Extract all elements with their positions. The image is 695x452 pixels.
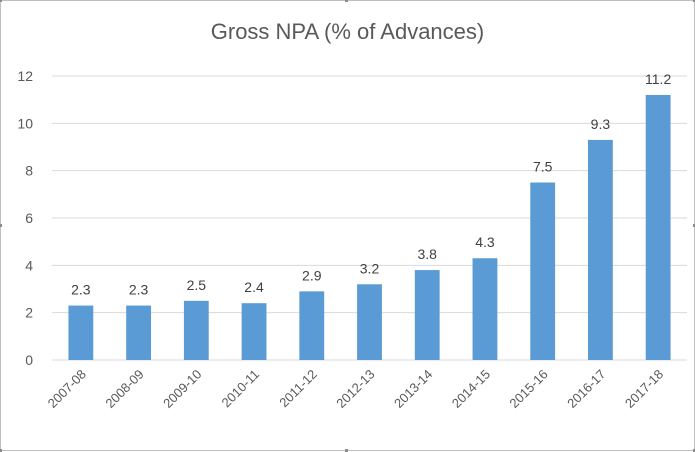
bar[interactable] [241, 303, 267, 360]
y-tick-label: 0 [25, 352, 33, 368]
x-tick-label: 2011-12 [276, 367, 320, 411]
x-tick-label: 2017-18 [622, 367, 666, 411]
x-axis-labels: 2007-08 2008-09 2009-10 2010-11 2011-12 2012-… [45, 367, 667, 411]
y-tick-label: 12 [17, 68, 33, 84]
x-tick-label: 2009-10 [160, 367, 204, 411]
bar[interactable] [587, 139, 613, 360]
bar[interactable] [183, 300, 209, 360]
bar[interactable] [645, 94, 671, 360]
y-tick-label: 10 [17, 115, 33, 131]
resize-handle-top-right[interactable] [693, 0, 695, 2]
data-label: 2.3 [129, 282, 149, 298]
x-tick-label: 2010-11 [219, 367, 263, 411]
x-tick-label: 2016-17 [564, 367, 608, 411]
x-tick-label: 2008-09 [102, 367, 146, 411]
data-label: 2.3 [71, 282, 91, 298]
resize-handle-top[interactable] [345, 0, 348, 2]
data-label: 4.3 [475, 234, 495, 250]
data-label: 3.8 [417, 246, 437, 262]
resize-handle-left[interactable] [0, 224, 2, 227]
chart-title: Gross NPA (% of Advances) [210, 19, 485, 44]
bar[interactable] [414, 270, 440, 360]
x-tick-label: 2014-15 [449, 367, 493, 411]
bar[interactable] [68, 305, 94, 360]
y-axis-ticks: 0 2 4 6 8 10 12 [17, 68, 33, 368]
bar[interactable] [472, 258, 498, 360]
bars [68, 94, 671, 361]
x-tick-label: 2015-16 [506, 367, 550, 411]
data-label: 11.2 [645, 71, 671, 87]
data-label: 2.4 [244, 279, 264, 295]
data-label: 2.5 [187, 277, 207, 293]
x-tick-label: 2012-13 [333, 367, 377, 411]
x-tick-label: 2007-08 [45, 367, 89, 411]
bar[interactable] [126, 305, 152, 360]
bar[interactable] [530, 182, 556, 361]
y-tick-label: 8 [25, 163, 33, 179]
y-tick-label: 2 [25, 305, 33, 321]
data-label: 3.2 [360, 260, 380, 276]
resize-handle-right[interactable] [693, 224, 695, 227]
data-label: 7.5 [533, 159, 553, 175]
y-tick-label: 6 [25, 210, 33, 226]
data-label: 9.3 [591, 116, 611, 132]
bar[interactable] [357, 284, 382, 360]
y-tick-label: 4 [25, 257, 33, 273]
resize-handle-top-left[interactable] [0, 0, 2, 2]
data-labels: 2.3 2.3 2.5 2.4 2.9 3.2 3.8 4.3 7.5 9.3 11.2 [71, 71, 671, 298]
bar[interactable] [299, 291, 325, 360]
x-tick-label: 2013-14 [391, 367, 435, 411]
data-label: 2.9 [302, 267, 322, 283]
